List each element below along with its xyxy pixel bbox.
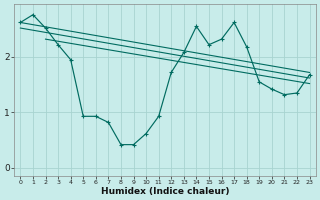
- X-axis label: Humidex (Indice chaleur): Humidex (Indice chaleur): [101, 187, 229, 196]
